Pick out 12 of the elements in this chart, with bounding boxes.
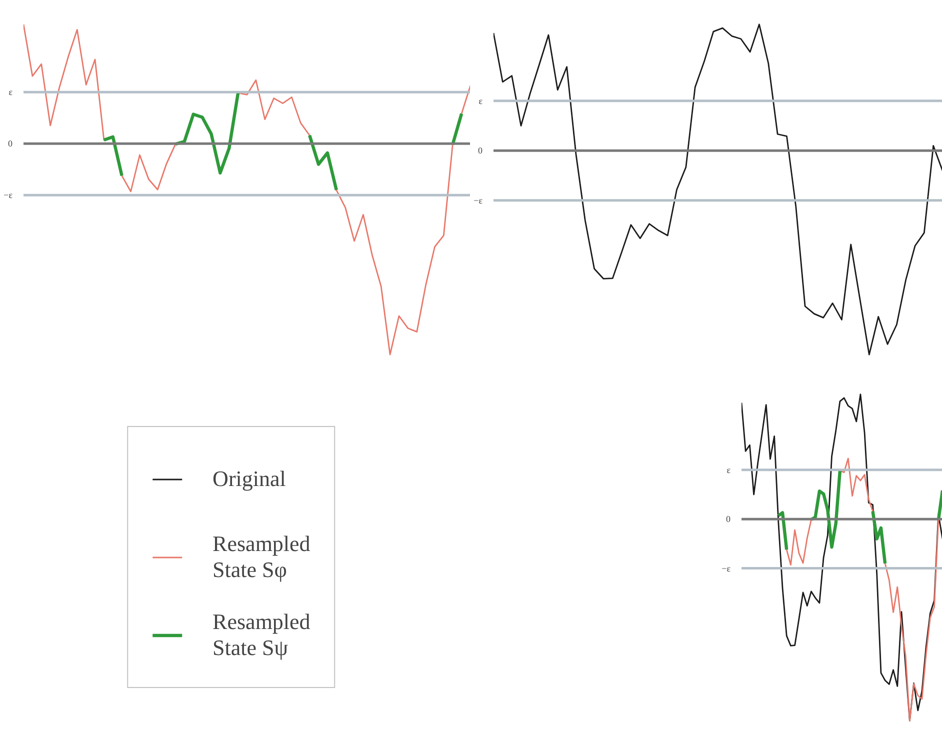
ref-line-label: −ε: [722, 563, 731, 574]
ref-line-label: 0: [8, 138, 13, 149]
ref-line-label: −ε: [4, 190, 13, 200]
legend-label: Resampled State Sφ: [212, 530, 310, 584]
ref-line-label: −ε: [474, 195, 483, 206]
ref-line-label: ε: [8, 87, 13, 98]
ref-line-label: 0: [726, 514, 731, 524]
legend-label: Original: [212, 465, 286, 493]
ref-line-label: ε: [726, 464, 731, 475]
ref-line-label: 0: [478, 146, 483, 156]
legend-label: Resampled State Sψ: [212, 608, 310, 662]
ref-line-label: ε: [478, 96, 483, 106]
